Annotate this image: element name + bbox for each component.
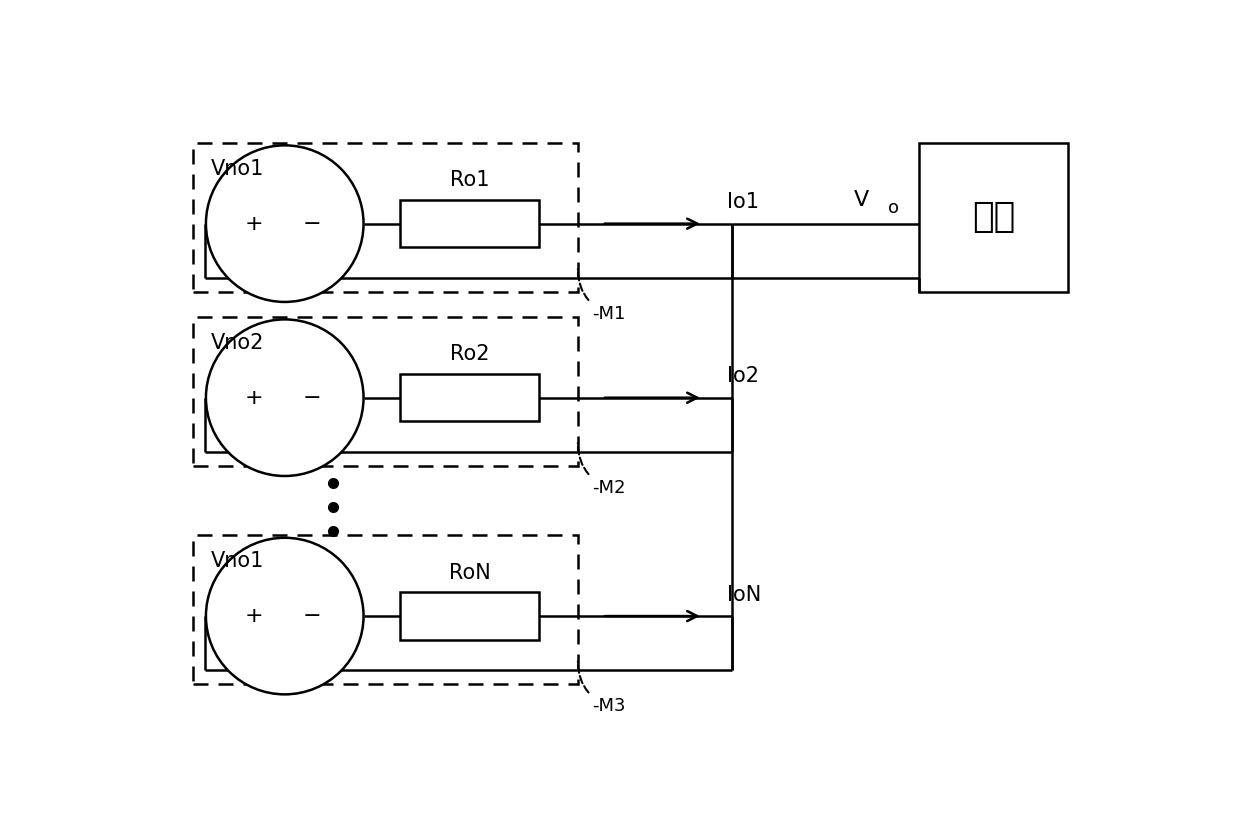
- Text: RoN: RoN: [449, 563, 491, 583]
- Text: -M2: -M2: [578, 443, 626, 496]
- Text: +: +: [244, 388, 263, 408]
- Ellipse shape: [206, 145, 363, 302]
- Text: o: o: [888, 199, 899, 217]
- Text: Io1: Io1: [727, 192, 759, 212]
- Text: Vno1: Vno1: [211, 552, 264, 571]
- Text: -M3: -M3: [578, 662, 626, 715]
- Bar: [401, 200, 539, 247]
- Ellipse shape: [206, 538, 363, 695]
- Bar: [401, 593, 539, 640]
- Bar: [401, 374, 539, 422]
- Text: Ro1: Ro1: [450, 170, 490, 191]
- Text: −: −: [303, 214, 321, 233]
- Text: +: +: [244, 606, 263, 626]
- Text: 负载: 负载: [972, 201, 1016, 234]
- Text: Vno2: Vno2: [211, 333, 264, 353]
- Text: Vno1: Vno1: [211, 159, 264, 178]
- Bar: [193, 143, 578, 292]
- Text: −: −: [303, 388, 321, 408]
- Bar: [193, 317, 578, 466]
- Text: IoN: IoN: [727, 584, 761, 605]
- Text: -M1: -M1: [578, 269, 626, 323]
- Text: Ro2: Ro2: [450, 344, 490, 364]
- Text: +: +: [244, 214, 263, 233]
- Text: Io2: Io2: [727, 367, 759, 386]
- Bar: [193, 535, 578, 684]
- Text: −: −: [303, 606, 321, 626]
- Bar: [919, 143, 1068, 292]
- Text: V: V: [854, 190, 869, 210]
- Ellipse shape: [206, 320, 363, 476]
